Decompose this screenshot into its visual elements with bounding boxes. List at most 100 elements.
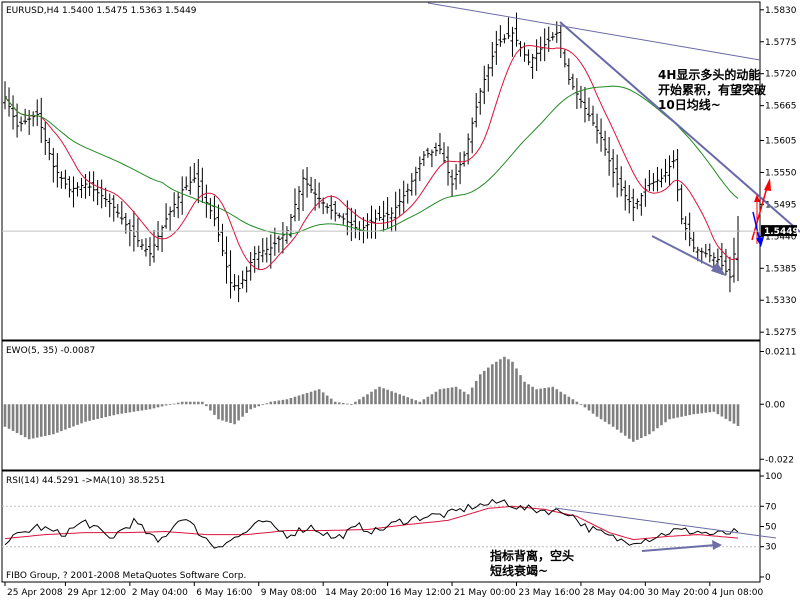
price-tick-label: 1.5665: [765, 102, 797, 112]
ohlc-bar: [127, 219, 132, 247]
ohlc-bar: [111, 195, 116, 222]
ohlc-bar: [204, 184, 209, 218]
ewo-bar: [96, 404, 99, 419]
ohlc-bar: [365, 213, 370, 239]
ohlc-bar: [691, 231, 696, 253]
ohlc-bar: [675, 149, 680, 202]
ewo-bar: [507, 359, 510, 405]
ewo-bar: [309, 391, 313, 405]
ewo-bar: [648, 404, 651, 435]
ewo-bar: [503, 356, 506, 405]
ewo-bar: [305, 393, 309, 405]
rsi-up-arrow: [641, 544, 717, 552]
ewo-bar: [474, 380, 478, 405]
ewo-bar: [398, 394, 401, 405]
ohlc-bar: [301, 169, 306, 212]
time-tick-label: 25 Apr 2008: [7, 588, 63, 598]
ohlc-bar: [309, 176, 314, 194]
ohlc-bar: [425, 147, 430, 158]
upper-trendline: [427, 2, 761, 61]
ewo-bar: [362, 396, 365, 405]
ohlc-bar: [373, 209, 378, 239]
ewo-bar: [406, 397, 410, 405]
price-down-arrowhead: [711, 262, 726, 276]
ohlc-bar: [349, 207, 354, 242]
ohlc-bar: [369, 205, 374, 239]
ohlc-bar: [83, 174, 88, 199]
ewo-bar: [269, 401, 273, 405]
ewo-bar: [144, 404, 148, 410]
ewo-bar: [402, 395, 406, 405]
ewo-bar: [136, 404, 140, 412]
ohlc-bar: [458, 152, 463, 185]
ewo-bar: [68, 404, 71, 428]
ohlc-bar: [184, 176, 189, 191]
ewo-bar: [563, 394, 567, 405]
ewo-bar: [491, 364, 494, 405]
ohlc-bar: [43, 121, 48, 155]
ewo-bar: [462, 391, 466, 405]
ohlc-bar: [147, 237, 152, 267]
ohlc-bar: [164, 203, 169, 229]
ewo-bar: [442, 388, 446, 405]
ewo-bar: [672, 404, 675, 419]
price-tick-label: 1.5605: [765, 137, 797, 147]
ewo-bar: [688, 404, 691, 416]
ewo-bar: [466, 394, 470, 405]
ewo-bar: [180, 401, 184, 405]
time-tick-label: 30 May 20:00: [647, 588, 709, 598]
ohlc-bar: [429, 149, 434, 168]
ewo-bar: [579, 404, 583, 406]
ewo-bar: [527, 384, 530, 405]
ohlc-bar: [582, 86, 587, 123]
ewo-bar: [430, 394, 434, 405]
main-price-axis: 1.5830 1.5775 1.5720 1.5665 1.5605 1.5550 1.54…: [760, 6, 797, 338]
ewo-bar: [619, 404, 623, 433]
ewo-bar: [192, 401, 196, 405]
ewo-bar: [19, 404, 23, 436]
ohlc-bar: [292, 188, 297, 222]
time-tick-label: 21 May 00:00: [454, 588, 516, 598]
ewo-bar: [253, 404, 257, 408]
ewo-bar: [48, 404, 51, 436]
ewo-bar: [623, 404, 627, 436]
ewo-bar: [116, 404, 120, 415]
ewo-bar: [221, 404, 224, 421]
ewo-bar: [724, 404, 728, 419]
ohlc-bar: [595, 113, 600, 144]
ewo-bar: [11, 404, 15, 431]
ewo-bar: [297, 395, 301, 405]
ohlc-bar: [707, 243, 712, 263]
ewo-bar: [337, 402, 341, 405]
ohlc-bar: [103, 187, 108, 207]
ewo-bar: [140, 404, 144, 411]
ohlc-bar: [401, 180, 406, 213]
ohlc-bar: [168, 206, 173, 231]
ohlc-bar: [711, 252, 716, 269]
ohlc-bar: [566, 58, 571, 85]
ewo-bar: [184, 401, 188, 405]
ohlc-bar: [719, 242, 724, 275]
ewo-bar: [80, 404, 83, 424]
ewo-bar: [128, 404, 132, 413]
ohlc-bar: [687, 212, 692, 247]
annotation-main-line-3: 10日均线~: [658, 97, 721, 112]
ewo-bar: [708, 404, 712, 413]
ewo-bar: [486, 367, 490, 405]
ewo-bar: [60, 404, 63, 432]
ohlc-bar: [683, 216, 688, 241]
ewo-bar: [458, 389, 462, 405]
ewo-bar: [233, 404, 236, 425]
ewo-bar: [52, 404, 55, 435]
ewo-bar: [692, 404, 695, 415]
ewo-bar: [607, 404, 611, 425]
ohlc-bar: [723, 248, 728, 276]
ewo-bar: [636, 404, 639, 440]
ewo-bar: [716, 404, 720, 415]
ohlc-bar: [313, 178, 318, 211]
ohlc-bar: [466, 133, 471, 165]
ohlc-bar: [615, 154, 620, 198]
ewo-bar: [418, 401, 422, 405]
price-tick-label: 1.5830: [765, 6, 797, 16]
ewo-bar: [277, 400, 281, 405]
